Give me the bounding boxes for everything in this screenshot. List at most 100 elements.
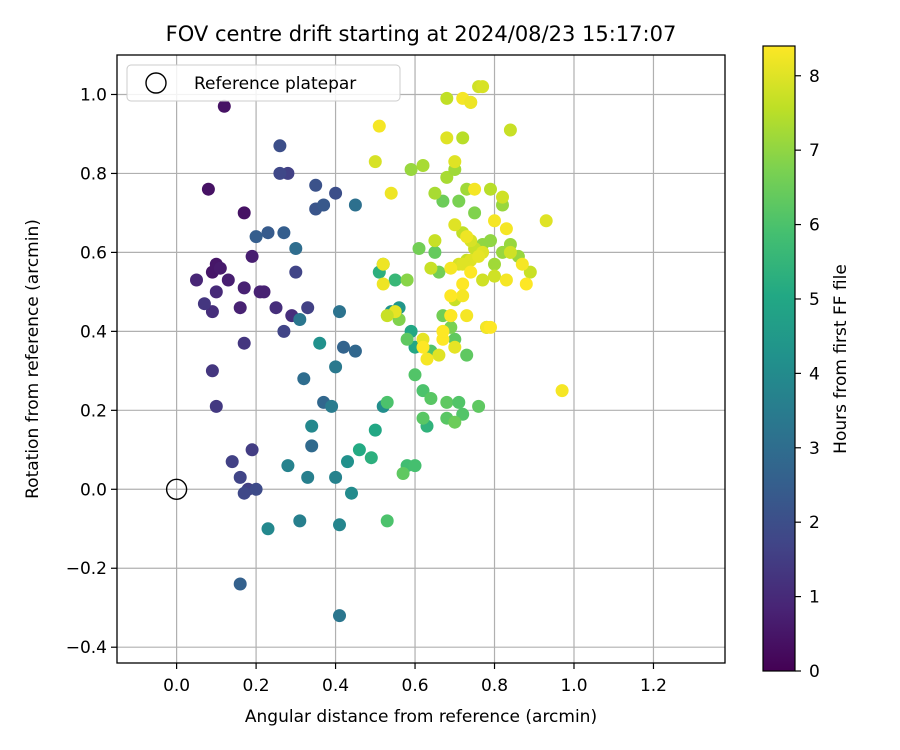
legend-marker-reference xyxy=(145,72,167,94)
x-tick-label: 0.0 xyxy=(163,676,190,696)
x-tick-label: 1.0 xyxy=(560,676,587,696)
scatter-point xyxy=(345,486,358,500)
scatter-point xyxy=(317,198,331,212)
scatter-point xyxy=(416,411,430,425)
scatter-point xyxy=(289,265,303,279)
scatter-point xyxy=(456,407,470,421)
scatter-point xyxy=(555,384,569,398)
scatter-point xyxy=(503,123,517,137)
colorbar-ticks: 0 1 2 3 4 5 6 7 8 xyxy=(795,67,820,682)
legend: Reference platepar xyxy=(126,64,401,102)
scatter-point xyxy=(273,166,287,180)
scatter-point xyxy=(488,214,501,228)
scatter-point xyxy=(420,352,434,366)
scatter-point xyxy=(341,455,354,469)
colorbar-gradient xyxy=(763,46,795,671)
scatter-point xyxy=(412,242,426,255)
scatter-point xyxy=(539,214,553,228)
scatter-point xyxy=(293,514,307,528)
scatter-point xyxy=(424,261,438,275)
colorbar: 0 1 2 3 4 5 6 7 8 Hours from first FF file xyxy=(762,45,851,682)
scatter-point xyxy=(333,518,346,532)
scatter-point xyxy=(523,265,537,279)
scatter-point xyxy=(233,577,247,591)
scatter-point xyxy=(277,324,291,338)
scatter-point xyxy=(297,372,311,386)
scatter-point xyxy=(305,419,319,433)
scatter-point xyxy=(245,249,259,263)
scatter-point xyxy=(209,285,223,299)
scatter-point xyxy=(408,459,422,473)
scatter-point xyxy=(380,309,394,323)
scatter-point xyxy=(333,305,346,319)
scatter-point xyxy=(233,470,247,484)
scatter-point xyxy=(484,320,497,334)
x-tick-label: 0.6 xyxy=(402,676,429,696)
scatter-point xyxy=(416,340,430,354)
y-tick-label: 1.0 xyxy=(80,85,107,105)
y-tick-label: 0.6 xyxy=(80,243,107,263)
scatter-point xyxy=(436,194,450,208)
scatter-point xyxy=(503,245,517,259)
scatter-point xyxy=(245,443,259,457)
scatter-point xyxy=(368,423,382,437)
chart-title: FOV centre drift starting at 2024/08/23 … xyxy=(166,22,677,46)
scatter-point xyxy=(464,95,478,109)
y-tick-label: 0.8 xyxy=(80,164,107,184)
reference-layer xyxy=(165,478,188,500)
scatter-point xyxy=(456,131,470,145)
scatter-point xyxy=(444,289,458,303)
scatter-point xyxy=(448,340,462,354)
scatter-point xyxy=(281,459,295,473)
scatter-point xyxy=(488,269,501,283)
scatter-point xyxy=(261,522,275,536)
scatter-point xyxy=(217,99,231,113)
scatter-point xyxy=(368,155,382,169)
y-tick-label: 0.2 xyxy=(80,401,107,421)
scatter-point xyxy=(440,91,454,105)
scatter-point xyxy=(205,305,219,319)
points-layer xyxy=(190,80,569,623)
scatter-point xyxy=(468,182,482,196)
scatter-point xyxy=(277,226,291,240)
scatter-point xyxy=(416,159,430,172)
scatter-point xyxy=(448,155,462,169)
scatter-point xyxy=(197,297,211,311)
x-axis-label: Angular distance from reference (arcmin) xyxy=(245,707,597,727)
scatter-point xyxy=(476,80,490,94)
scatter-point xyxy=(372,119,386,133)
scatter-point xyxy=(305,439,319,453)
scatter-point xyxy=(408,368,422,382)
scatter-point xyxy=(352,443,366,457)
scatter-point xyxy=(460,230,474,244)
colorbar-tick-label: 1 xyxy=(809,588,820,608)
scatter-point xyxy=(325,399,339,413)
scatter-point xyxy=(289,242,303,255)
x-ticks: 0.0 0.2 0.4 0.6 0.8 1.0 1.2 xyxy=(163,663,667,696)
scatter-point xyxy=(329,470,343,484)
x-tick-label: 0.8 xyxy=(481,676,508,696)
scatter-point xyxy=(440,170,454,184)
colorbar-tick-label: 5 xyxy=(809,290,820,310)
scatter-point xyxy=(400,332,414,346)
scatter-point xyxy=(484,234,497,248)
scatter-point xyxy=(456,277,470,291)
scatter-point xyxy=(249,482,263,496)
scatter-point xyxy=(309,178,323,192)
scatter-point xyxy=(468,206,482,220)
scatter-point xyxy=(436,324,450,338)
scatter-point xyxy=(400,273,414,287)
scatter-point xyxy=(237,206,251,220)
colorbar-label: Hours from first FF file xyxy=(831,264,851,454)
scatter-point xyxy=(348,344,362,358)
scatter-point xyxy=(440,395,454,409)
scatter-point xyxy=(376,277,390,291)
colorbar-tick-label: 0 xyxy=(809,662,820,682)
scatter-point xyxy=(237,486,251,500)
scatter-point xyxy=(440,131,454,145)
scatter-point xyxy=(380,514,394,528)
scatter-point xyxy=(476,273,490,287)
scatter-point xyxy=(348,198,362,212)
